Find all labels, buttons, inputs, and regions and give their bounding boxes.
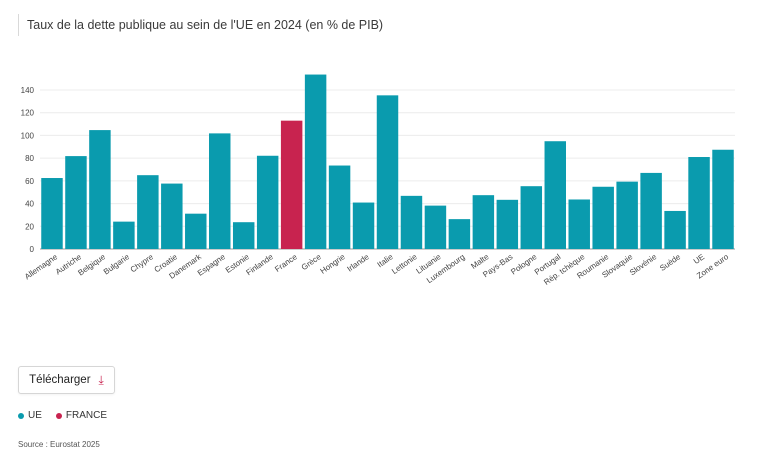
bar-roumanie[interactable] [592, 186, 614, 249]
bar-ue[interactable] [688, 157, 710, 249]
bar-danemark[interactable] [185, 213, 207, 249]
bar-espagne[interactable] [209, 133, 231, 249]
x-tick-label: Allemagne [23, 252, 60, 281]
download-arrow-icon: ⤓ [98, 373, 104, 387]
bar-gr-ce[interactable] [304, 74, 327, 249]
download-label: Télécharger [29, 374, 91, 386]
bar-france[interactable] [280, 120, 303, 249]
y-tick-label: 80 [25, 154, 34, 163]
bar-lettonie[interactable] [400, 195, 423, 249]
bar-italie[interactable] [376, 95, 399, 249]
bar-su-de[interactable] [664, 210, 686, 249]
legend-item-ue[interactable]: UE [18, 410, 42, 421]
bar-slovaquie[interactable] [616, 181, 638, 249]
bar-finlande[interactable] [256, 155, 279, 249]
legend: UE FRANCE [18, 410, 107, 421]
y-tick-label: 0 [30, 245, 35, 254]
source-note: Source : Eurostat 2025 [18, 440, 100, 449]
x-tick-label: Hongrie [319, 252, 348, 276]
y-tick-label: 100 [21, 131, 35, 140]
download-button[interactable]: Télécharger ⤓ [18, 366, 115, 394]
bar-croatie[interactable] [161, 183, 183, 249]
y-tick-label: 140 [21, 86, 35, 95]
chart-bars [41, 74, 734, 249]
bar-lituanie[interactable] [424, 205, 447, 249]
legend-label-france: FRANCE [65, 410, 108, 421]
bar-belgique[interactable] [89, 130, 111, 249]
x-axis-labels: AllemagneAutricheBelgiqueBulgarieChypreC… [23, 252, 731, 287]
x-tick-label: Suède [658, 252, 683, 273]
y-axis-ticks: 0 20 40 60 80 100 120 140 [21, 86, 35, 254]
x-tick-label: Finlande [245, 252, 276, 277]
y-tick-label: 20 [25, 222, 34, 231]
y-tick-label: 40 [25, 200, 34, 209]
x-tick-label: Lettonie [390, 252, 419, 276]
bar-luxembourg[interactable] [448, 219, 471, 249]
x-tick-label: Slovénie [628, 252, 659, 277]
bar-bulgarie[interactable] [113, 221, 135, 249]
bar-malte[interactable] [472, 195, 495, 249]
legend-dot-ue [18, 412, 24, 419]
x-tick-label: Chypre [129, 252, 156, 274]
bar-autriche[interactable] [65, 156, 87, 249]
bar-allemagne[interactable] [41, 178, 63, 249]
bar-pologne[interactable] [520, 186, 543, 249]
bar-r-p-tch-que[interactable] [568, 199, 590, 249]
bar-portugal[interactable] [544, 141, 566, 249]
y-tick-label: 60 [25, 177, 34, 186]
x-tick-label: UE [692, 252, 706, 266]
y-tick-label: 120 [21, 109, 35, 118]
bar-estonie[interactable] [232, 222, 255, 249]
legend-label-ue: UE [28, 410, 42, 421]
bar-irlande[interactable] [352, 202, 375, 249]
bar-slov-nie[interactable] [640, 172, 662, 249]
bar-chypre[interactable] [137, 175, 159, 249]
x-tick-label: Espagne [196, 252, 227, 278]
bar-pays-bas[interactable] [496, 199, 519, 249]
chart-title: Taux de la dette publique au sein de l'U… [18, 14, 383, 36]
legend-dot-france [55, 412, 62, 419]
x-tick-label: Belgique [76, 252, 107, 278]
bar-zone-euro[interactable] [712, 149, 734, 249]
x-tick-label: France [273, 252, 299, 274]
x-tick-label: Irlande [345, 252, 371, 274]
x-tick-label: Bulgarie [102, 252, 132, 277]
bar-chart: 0 20 40 60 80 100 120 140 AllemagneAutricheBelg… [21, 74, 735, 287]
bar-hongrie[interactable] [328, 165, 351, 249]
legend-item-france[interactable]: FRANCE [55, 410, 108, 421]
